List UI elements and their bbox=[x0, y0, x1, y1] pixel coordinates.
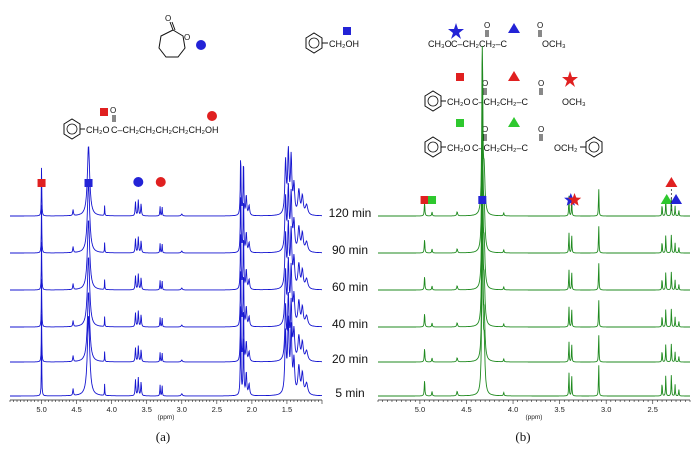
spectrum-trace bbox=[10, 220, 322, 291]
green-square-peak-marker bbox=[428, 196, 437, 204]
spectrum-trace bbox=[10, 146, 322, 217]
x-tick-label: 3.5 bbox=[554, 405, 564, 414]
benzyl-alcohol-structure: CH₂OH bbox=[305, 27, 359, 54]
carbonyl-oxygen-label: O bbox=[110, 106, 116, 115]
carbonyl-oxygen-label: O bbox=[165, 14, 171, 23]
x-tick-label: 3.5 bbox=[142, 405, 152, 414]
peak-markers-b bbox=[420, 177, 683, 212]
carbonyl-oxygen-label: O bbox=[482, 125, 488, 134]
dibenzyl-succinate-structure: CH₂O C–CH₂CH₂–C OCH₂ O O bbox=[424, 117, 603, 158]
x-tick-label: 2.5 bbox=[648, 405, 658, 414]
time-label: 20 min bbox=[332, 352, 368, 366]
time-label: 90 min bbox=[332, 243, 368, 257]
x-tick-label: 4.5 bbox=[461, 405, 471, 414]
ester-left-label: CH₂O bbox=[86, 125, 110, 135]
time-labels: 120 min 90 min 60 min 40 min 20 min 5 min bbox=[329, 206, 372, 400]
carbonyl-oxygen-label: O bbox=[538, 79, 544, 88]
dibenzyl-right-label: OCH₂ bbox=[554, 143, 578, 153]
blue-square-peak-marker bbox=[478, 196, 487, 204]
dimethyl-succinate-structure: CH₃O C–CH₂CH₂–C OCH₃ O O bbox=[428, 21, 566, 49]
x-tick-label: 4.5 bbox=[71, 405, 81, 414]
blue-square-peak-marker bbox=[84, 179, 93, 187]
x-axis-label: (ppm) bbox=[526, 414, 543, 421]
mixed-mid-label: C–CH₂CH₂–C bbox=[472, 97, 528, 107]
carbonyl-oxygen-label: O bbox=[482, 79, 488, 88]
dibenzyl-mid-label: C–CH₂CH₂–C bbox=[472, 143, 528, 153]
blue-triangle-peak-marker bbox=[670, 194, 683, 204]
blue-circle-peak-marker bbox=[133, 177, 144, 187]
x-tick-label: 1.5 bbox=[282, 405, 292, 414]
spectrum-trace bbox=[10, 315, 322, 397]
spectrum-trace bbox=[378, 191, 690, 363]
carbonyl-oxygen-label: O bbox=[538, 125, 544, 134]
carbonyl-oxygen-label: O bbox=[537, 21, 543, 30]
red-square-peak-marker bbox=[37, 179, 46, 187]
mixed-right-label: OCH₃ bbox=[562, 97, 586, 107]
ring-oxygen-label: O bbox=[184, 33, 190, 42]
panel-label-b: (b) bbox=[515, 429, 530, 444]
panel-label-a: (a) bbox=[156, 429, 170, 444]
spectrum-trace bbox=[378, 225, 690, 397]
red-circle-peak-marker bbox=[155, 177, 166, 187]
x-tick-label: 2.0 bbox=[247, 405, 257, 414]
red-square-peak-marker bbox=[420, 196, 429, 204]
dibenzyl-left-label: CH₂O bbox=[447, 143, 471, 153]
peak-markers-a bbox=[37, 177, 166, 187]
time-label: 60 min bbox=[332, 280, 368, 294]
dimethyl-right-label: OCH₃ bbox=[542, 39, 566, 49]
x-tick-label: 3.0 bbox=[177, 405, 187, 414]
red-square-marker bbox=[456, 73, 464, 81]
spectrum-panel-a: 5.0 4.5 4.0 3.5 3.0 2.5 2.0 1.5 (ppm) bbox=[9, 146, 323, 421]
ester-chain-label: C–CH₂CH₂CH₂CH₂CH₂OH bbox=[111, 125, 218, 135]
red-star-marker bbox=[562, 71, 578, 87]
structures: O O CH₂OH CH₂O C–CH₂CH₂CH₂CH₂CH₂OH O bbox=[63, 14, 603, 158]
spectrum-trace bbox=[10, 257, 322, 328]
x-tick-label: 5.0 bbox=[36, 405, 46, 414]
spectrum-trace bbox=[10, 292, 322, 363]
benzyl-methyl-succinate-structure: CH₂O C–CH₂CH₂–C OCH₃ O O bbox=[424, 71, 586, 112]
x-tick-label: 4.0 bbox=[106, 405, 116, 414]
caprolactone-structure: O O bbox=[158, 14, 206, 58]
red-square-marker bbox=[100, 108, 108, 116]
blue-triangle-marker bbox=[508, 23, 520, 33]
spectrum-trace bbox=[10, 183, 322, 254]
red-triangle-marker bbox=[508, 71, 520, 81]
blue-star-marker bbox=[448, 23, 464, 39]
spectrum-trace bbox=[378, 45, 690, 217]
x-tick-label: 4.0 bbox=[508, 405, 518, 414]
time-label: 5 min bbox=[335, 386, 364, 400]
green-square-marker bbox=[456, 119, 464, 127]
spectrum-trace bbox=[378, 156, 690, 328]
blue-square-marker bbox=[343, 27, 351, 35]
x-axis-label: (ppm) bbox=[158, 414, 175, 421]
blue-circle-marker bbox=[196, 40, 206, 50]
carbonyl-oxygen-label: O bbox=[484, 21, 490, 30]
green-triangle-peak-marker bbox=[660, 194, 673, 204]
spectrum-trace bbox=[378, 82, 690, 254]
x-tick-label: 3.0 bbox=[601, 405, 611, 414]
x-tick-label: 2.5 bbox=[212, 405, 222, 414]
dimethyl-mid-label: C–CH₂CH₂–C bbox=[451, 39, 507, 49]
time-label: 40 min bbox=[332, 317, 368, 331]
dimethyl-left-label: CH₃O bbox=[428, 39, 452, 49]
benzyl-alcohol-label: CH₂OH bbox=[329, 39, 359, 49]
spectrum-panel-b: 5.0 4.5 4.0 3.5 3.0 2.5 (ppm) bbox=[377, 45, 691, 421]
x-tick-label: 5.0 bbox=[415, 405, 425, 414]
red-star-peak-marker bbox=[567, 193, 582, 206]
benzyl-hydroxyhexanoate-structure: CH₂O C–CH₂CH₂CH₂CH₂CH₂OH O bbox=[63, 106, 218, 140]
green-triangle-marker bbox=[508, 117, 520, 127]
red-triangle-peak-marker bbox=[665, 177, 678, 187]
mixed-left-label: CH₂O bbox=[447, 97, 471, 107]
spectrum-trace bbox=[378, 119, 690, 291]
red-circle-marker bbox=[207, 111, 217, 121]
time-label: 120 min bbox=[329, 206, 372, 220]
